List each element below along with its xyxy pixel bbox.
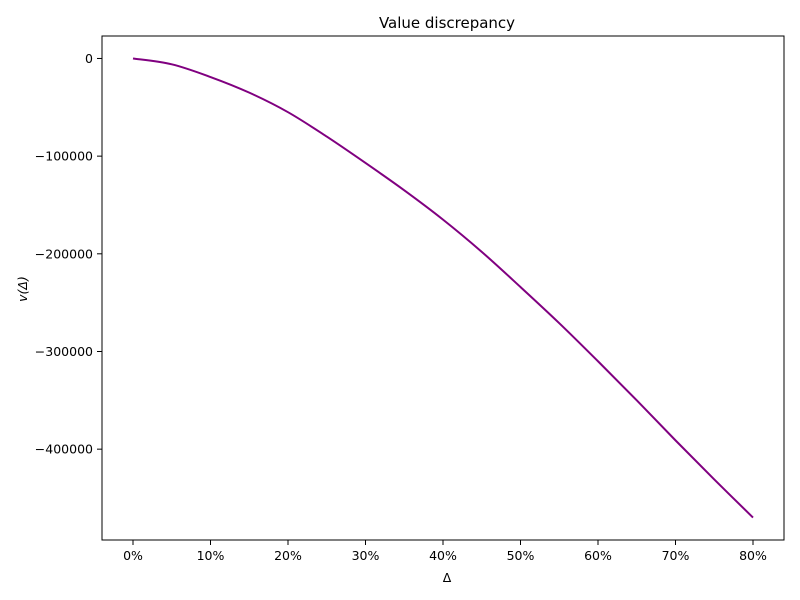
x-tick-label: 70% [662,548,690,563]
x-tick-label: 60% [584,548,612,563]
x-tick-label: 20% [274,548,302,563]
y-tick-label: −400000 [35,442,93,457]
x-tick-label: 40% [429,548,457,563]
x-tick-label: 50% [507,548,535,563]
x-tick-label: 30% [352,548,380,563]
x-tick-label: 0% [123,548,143,563]
x-tick-label: 10% [197,548,225,563]
x-tick-label: 80% [739,548,767,563]
y-axis: 0 −100000 −200000 −300000 −400000 [35,51,102,457]
chart-title: Value discrepancy [379,14,515,32]
plot-frame [101,35,785,541]
y-tick-label: 0 [85,51,93,66]
plot-area: 0% 10% 20% 30% 40% 50% 60% 70% 80% 0 −100000 −2000… [35,35,785,563]
y-tick-label: −300000 [35,344,93,359]
x-axis-title: Δ [443,570,452,585]
y-axis-title: v(Δ) [15,276,30,302]
y-tick-label: −200000 [35,246,93,261]
x-axis: 0% 10% 20% 30% 40% 50% 60% 70% 80% [123,540,767,563]
series-line [132,57,754,519]
y-tick-label: −100000 [35,149,93,164]
